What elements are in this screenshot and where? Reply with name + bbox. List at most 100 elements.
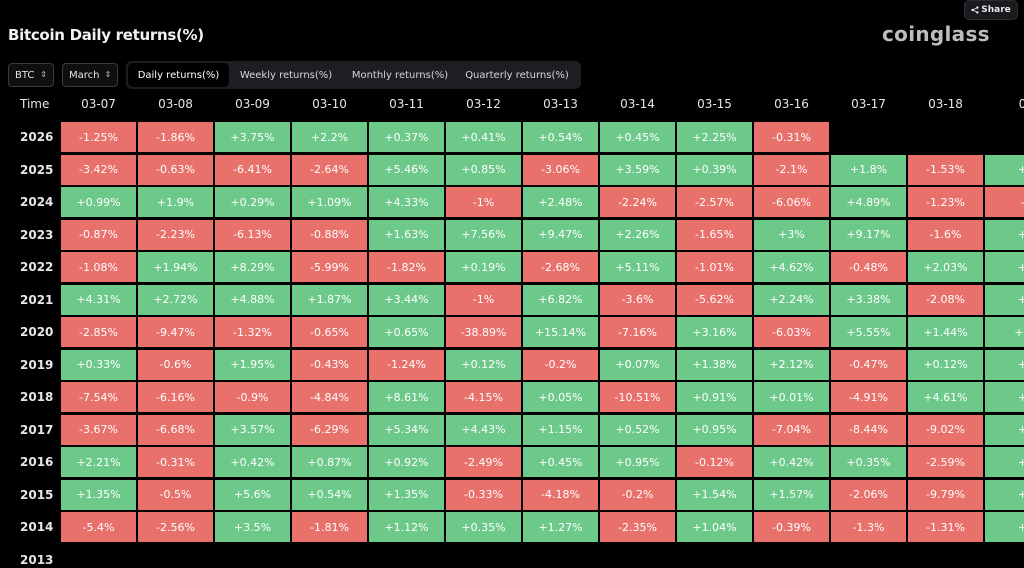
return-cell[interactable]: +4.89%: [831, 187, 906, 217]
return-cell[interactable]: +: [985, 252, 1024, 282]
return-cell[interactable]: -2.68%: [523, 252, 598, 282]
return-cell[interactable]: -0.87%: [61, 219, 136, 250]
return-cell[interactable]: +0.92%: [369, 447, 444, 477]
return-cell[interactable]: +3.5%: [215, 512, 290, 542]
return-cell[interactable]: +1.94%: [138, 252, 213, 282]
return-cell[interactable]: -9.02%: [908, 414, 983, 445]
return-cell[interactable]: -0.63%: [138, 154, 213, 185]
return-cell[interactable]: +0.12%: [908, 349, 983, 380]
return-cell[interactable]: -3.67%: [61, 414, 136, 445]
return-cell[interactable]: +3.38%: [831, 284, 906, 315]
return-cell[interactable]: +1.04%: [677, 512, 752, 542]
return-cell[interactable]: +1.9%: [138, 187, 213, 217]
return-cell[interactable]: -1.82%: [369, 252, 444, 282]
return-cell[interactable]: +: [985, 479, 1024, 510]
return-cell[interactable]: +7.56%: [446, 219, 521, 250]
return-cell[interactable]: -1.23%: [908, 187, 983, 217]
return-cell[interactable]: +0.37%: [369, 122, 444, 152]
return-cell[interactable]: +5.55%: [831, 317, 906, 347]
return-cell[interactable]: +4.88%: [215, 284, 290, 315]
return-cell[interactable]: -0.12%: [677, 447, 752, 477]
return-cell[interactable]: +1.95%: [215, 349, 290, 380]
return-cell[interactable]: +0.35%: [831, 447, 906, 477]
return-cell[interactable]: -1.53%: [908, 154, 983, 185]
return-cell[interactable]: +9.47%: [523, 219, 598, 250]
return-cell[interactable]: -0.5%: [138, 479, 213, 510]
return-cell[interactable]: -4.18%: [523, 479, 598, 510]
return-cell[interactable]: -2.1%: [754, 154, 829, 185]
return-cell[interactable]: +8.61%: [369, 382, 444, 412]
return-cell[interactable]: +2.48%: [523, 187, 598, 217]
return-cell[interactable]: +0.29%: [215, 187, 290, 217]
return-cell[interactable]: +0.54%: [523, 122, 598, 152]
return-cell[interactable]: +1.87%: [292, 284, 367, 315]
return-cell[interactable]: -2.56%: [138, 512, 213, 542]
return-cell[interactable]: -9.47%: [138, 317, 213, 347]
return-cell[interactable]: +4.62%: [754, 252, 829, 282]
return-cell[interactable]: -4.84%: [292, 382, 367, 412]
return-cell[interactable]: -0.9%: [215, 382, 290, 412]
return-cell[interactable]: +1.35%: [369, 479, 444, 510]
return-cell[interactable]: -8.44%: [831, 414, 906, 445]
return-cell[interactable]: -6.03%: [754, 317, 829, 347]
return-cell[interactable]: -0.43%: [292, 349, 367, 380]
return-cell[interactable]: +3%: [754, 219, 829, 250]
return-cell[interactable]: -3.06%: [523, 154, 598, 185]
return-cell[interactable]: -6.29%: [292, 414, 367, 445]
return-cell[interactable]: +0.19%: [446, 252, 521, 282]
return-cell[interactable]: +0.99%: [61, 187, 136, 217]
return-cell[interactable]: -1.3%: [831, 512, 906, 542]
return-cell[interactable]: -7.04%: [754, 414, 829, 445]
return-cell[interactable]: +0.33%: [61, 349, 136, 380]
return-cell[interactable]: +0.85%: [446, 154, 521, 185]
return-cell[interactable]: +4.33%: [369, 187, 444, 217]
return-cell[interactable]: -6.13%: [215, 219, 290, 250]
return-cell[interactable]: +0.54%: [292, 479, 367, 510]
return-cell[interactable]: -9.79%: [908, 479, 983, 510]
return-cell[interactable]: -5.4%: [61, 512, 136, 542]
return-cell[interactable]: -0.6%: [138, 349, 213, 380]
return-cell[interactable]: +4.31%: [61, 284, 136, 315]
tab-weekly-returns[interactable]: Weekly returns(%): [239, 69, 333, 81]
return-cell[interactable]: +1.27%: [523, 512, 598, 542]
return-cell[interactable]: -0.2%: [523, 349, 598, 380]
return-cell[interactable]: +0.87%: [292, 447, 367, 477]
return-cell[interactable]: +0.42%: [754, 447, 829, 477]
return-cell[interactable]: -7.54%: [61, 382, 136, 412]
return-cell[interactable]: +: [985, 382, 1024, 412]
return-cell[interactable]: +1.38%: [677, 349, 752, 380]
return-cell[interactable]: -7.16%: [600, 317, 675, 347]
coin-select[interactable]: BTC ⇕: [8, 63, 54, 87]
return-cell[interactable]: -6.06%: [754, 187, 829, 217]
return-cell[interactable]: +0.35%: [446, 512, 521, 542]
return-cell[interactable]: +2.03%: [908, 252, 983, 282]
return-cell[interactable]: -1%: [446, 284, 521, 315]
return-cell[interactable]: -6.41%: [215, 154, 290, 185]
return-cell[interactable]: -1.81%: [292, 512, 367, 542]
return-cell[interactable]: -3.6%: [600, 284, 675, 315]
return-cell[interactable]: +5.11%: [600, 252, 675, 282]
return-cell[interactable]: -6.16%: [138, 382, 213, 412]
return-cell[interactable]: +6.82%: [523, 284, 598, 315]
return-cell[interactable]: +4.61%: [908, 382, 983, 412]
share-button[interactable]: Share: [964, 0, 1018, 20]
return-cell[interactable]: +2.72%: [138, 284, 213, 315]
return-cell[interactable]: -2.57%: [677, 187, 752, 217]
return-cell[interactable]: -6.68%: [138, 414, 213, 445]
return-cell[interactable]: -0.31%: [138, 447, 213, 477]
return-cell[interactable]: +5.6%: [215, 479, 290, 510]
return-cell[interactable]: -1.31%: [908, 512, 983, 542]
return-cell[interactable]: +3.57%: [215, 414, 290, 445]
return-cell[interactable]: -0.39%: [754, 512, 829, 542]
return-cell[interactable]: -1%: [446, 187, 521, 217]
return-cell[interactable]: +: [985, 414, 1024, 445]
return-cell[interactable]: +: [985, 512, 1024, 542]
return-cell[interactable]: +3.16%: [677, 317, 752, 347]
return-cell[interactable]: +2.24%: [754, 284, 829, 315]
return-cell[interactable]: +4.43%: [446, 414, 521, 445]
return-cell[interactable]: +0.07%: [600, 349, 675, 380]
return-cell[interactable]: +1.54%: [677, 479, 752, 510]
return-cell[interactable]: +1.63%: [369, 219, 444, 250]
return-cell[interactable]: -0.33%: [446, 479, 521, 510]
return-cell[interactable]: +9.17%: [831, 219, 906, 250]
